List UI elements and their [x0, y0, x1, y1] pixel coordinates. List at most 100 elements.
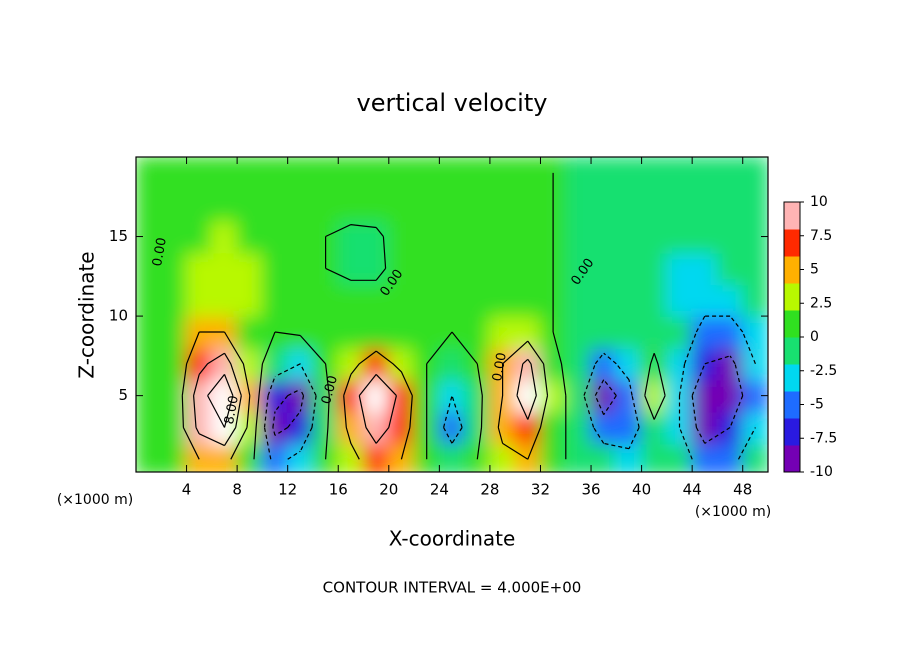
colorbar-tick-label: 10 — [810, 194, 828, 210]
field-cell — [286, 410, 314, 445]
contour-line — [272, 355, 744, 444]
field-cell — [741, 410, 768, 445]
field-cell — [311, 378, 340, 413]
field-cell — [741, 442, 768, 472]
field-cell — [387, 283, 416, 318]
field-cell — [514, 442, 542, 472]
field-cell — [741, 157, 768, 190]
field-cell — [691, 187, 719, 222]
field-cell — [539, 410, 567, 445]
field-cell — [716, 283, 744, 318]
contour-label: 8.00 — [222, 394, 242, 425]
field-cell — [286, 157, 314, 190]
field-cell — [438, 187, 466, 222]
field-cell — [387, 346, 416, 381]
field-cell — [136, 410, 163, 445]
field-cell — [539, 378, 567, 413]
field-cell — [261, 157, 289, 190]
field-cell — [387, 187, 416, 222]
y-tick-label: 5 — [118, 386, 128, 404]
field-cell — [413, 187, 441, 222]
field-cell — [136, 187, 163, 222]
y-tick-label: 10 — [109, 307, 128, 325]
x-tick-label: 24 — [430, 481, 449, 499]
field-cell — [716, 251, 744, 286]
field-cell — [615, 410, 643, 445]
colorbar-swatch — [784, 418, 800, 446]
field-cell — [615, 346, 643, 381]
field-cell — [311, 187, 340, 222]
x-tick-label: 28 — [480, 481, 499, 499]
x-tick-label: 36 — [581, 481, 600, 499]
field-cell — [716, 346, 744, 381]
colorbar-swatch — [784, 391, 800, 419]
field-cell — [337, 315, 365, 349]
field-cell — [640, 283, 668, 318]
contours — [181, 172, 756, 460]
field-cell — [362, 283, 390, 318]
field-cell — [615, 219, 643, 254]
field-cell — [160, 219, 188, 254]
field-cell — [362, 187, 390, 222]
field-cell — [615, 251, 643, 286]
x-tick-label: 12 — [278, 481, 297, 499]
colorbar-tick-label: 0 — [810, 329, 819, 345]
field-cell — [716, 442, 744, 472]
field-cell — [564, 315, 593, 349]
field-cell — [236, 251, 264, 286]
field-cell — [665, 251, 694, 286]
field-cell — [210, 442, 239, 472]
field-cell — [564, 346, 593, 381]
x-tick-label: 32 — [531, 481, 550, 499]
field-cell — [261, 410, 289, 445]
field-cell — [261, 378, 289, 413]
field-cell — [236, 315, 264, 349]
field-cell — [741, 315, 768, 349]
field-cell — [160, 187, 188, 222]
field-cell — [311, 315, 340, 349]
contour-line — [193, 352, 537, 447]
field-cell — [463, 157, 491, 190]
colorbar-swatch — [784, 283, 800, 311]
field-cell — [590, 187, 618, 222]
field-cell — [136, 442, 163, 472]
footnote: CONTOUR INTERVAL = 4.000E+00 — [323, 579, 582, 597]
field-cell — [387, 219, 416, 254]
field-cell — [185, 187, 213, 222]
field-cell — [564, 187, 593, 222]
field-cell — [337, 157, 365, 190]
field-cell — [691, 378, 719, 413]
field-cell — [514, 157, 542, 190]
x-axis-label: X-coordinate — [389, 527, 516, 551]
x-tick-label: 40 — [632, 481, 651, 499]
contour-line — [253, 172, 666, 460]
field-cell — [488, 219, 517, 254]
colorbar-tick-label: -5 — [810, 397, 824, 413]
unit-label: (×1000 m) — [695, 504, 771, 520]
field-cell — [362, 315, 390, 349]
field-cell — [640, 187, 668, 222]
colorbar-tick-label: 5 — [810, 262, 819, 278]
field-cell — [185, 251, 213, 286]
field-cell — [413, 157, 441, 190]
field-cell — [261, 219, 289, 254]
field-cell — [236, 442, 264, 472]
field-cell — [438, 410, 466, 445]
field-cell — [311, 283, 340, 318]
field-cell — [665, 187, 694, 222]
field-cell — [337, 283, 365, 318]
field-cell — [488, 283, 517, 318]
field-cell — [716, 378, 744, 413]
field-cell — [741, 283, 768, 318]
field-cell — [286, 219, 314, 254]
field-cell — [665, 219, 694, 254]
field-cell — [590, 251, 618, 286]
field-cell — [210, 219, 239, 254]
field-cell — [716, 315, 744, 349]
field-cell — [716, 187, 744, 222]
field-cell — [488, 157, 517, 190]
field-cell — [185, 219, 213, 254]
colorbar-tick-label: -10 — [810, 464, 833, 480]
field-cell — [640, 157, 668, 190]
field-cell — [590, 219, 618, 254]
